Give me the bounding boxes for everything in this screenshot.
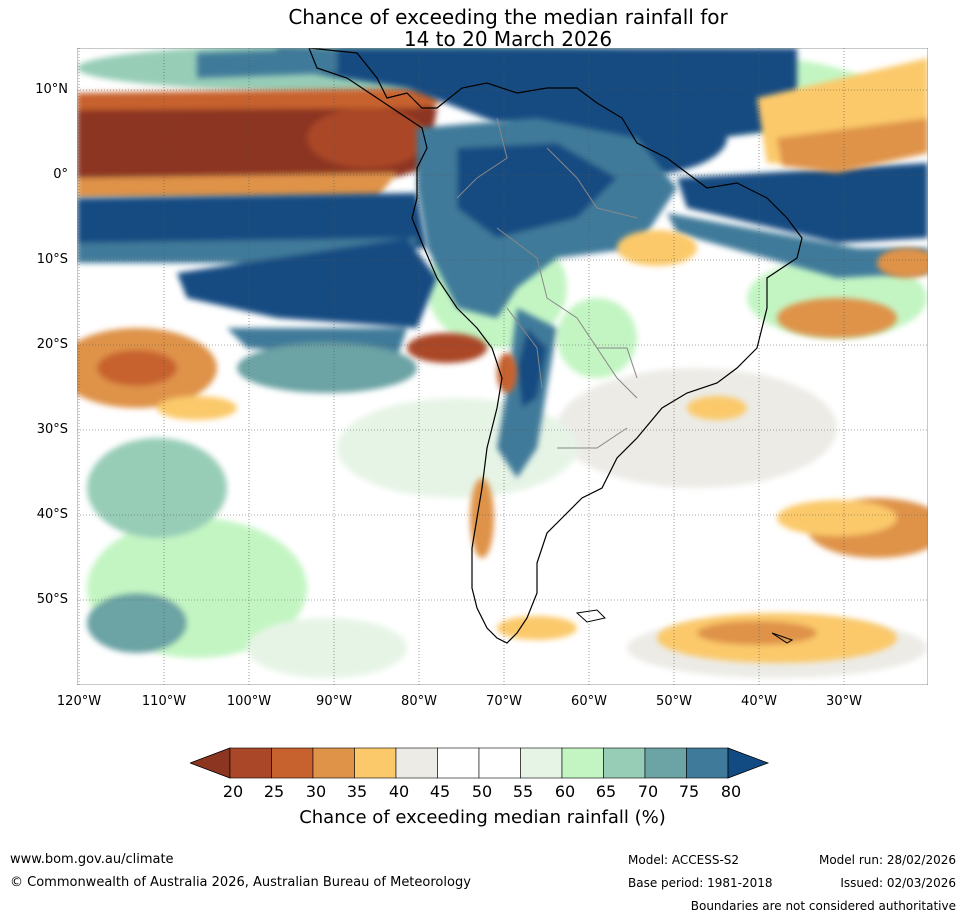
lon-label-100w: 100°W	[226, 694, 272, 709]
lat-label-50s: 50°S	[36, 592, 68, 607]
colorbar-arrow-low	[190, 747, 231, 779]
lon-label-40w: 40°W	[741, 694, 777, 709]
lon-label-70w: 70°W	[486, 694, 522, 709]
colorbar-tick-75: 75	[678, 782, 700, 801]
lon-label-60w: 60°W	[571, 694, 607, 709]
footer-model-run: Model run: 28/02/2026	[818, 853, 956, 867]
colorbar-tick-70: 70	[637, 782, 659, 801]
colorbar-cell	[561, 747, 604, 779]
colorbar-tick-45: 45	[429, 782, 451, 801]
colorbar-cell	[686, 747, 729, 779]
footer-website: www.bom.gov.au/climate	[10, 852, 174, 867]
graticule	[77, 48, 928, 685]
colorbar-arrow-high	[727, 747, 770, 779]
colorbar-cell	[478, 747, 521, 779]
colorbar-tick-55: 55	[512, 782, 534, 801]
lat-label-0: 0°	[53, 167, 68, 182]
colorbar-tick-65: 65	[595, 782, 617, 801]
colorbar-tick-80: 80	[720, 782, 742, 801]
lon-label-80w: 80°W	[401, 694, 437, 709]
lon-label-110w: 110°W	[141, 694, 187, 709]
lat-label-10s: 10°S	[36, 252, 68, 267]
lon-label-120w: 120°W	[56, 694, 102, 709]
colorbar-cell	[229, 747, 272, 779]
footer-base-period: Base period: 1981-2018	[628, 876, 773, 890]
chart-title-line2: 14 to 20 March 2026	[403, 27, 613, 51]
colorbar-cell	[437, 747, 480, 779]
colorbar-cell	[395, 747, 438, 779]
footer-disclaimer: Boundaries are not considered authoritat…	[690, 899, 956, 913]
lat-label-10n: 10°N	[35, 82, 68, 97]
colorbar-tick-20: 20	[222, 782, 244, 801]
colorbar-tick-25: 25	[263, 782, 285, 801]
country-boundaries	[456, 117, 638, 449]
lon-label-30w: 30°W	[826, 694, 862, 709]
footer-issued: Issued: 02/03/2026	[840, 876, 956, 890]
lon-label-90w: 90°W	[316, 694, 352, 709]
lon-label-50w: 50°W	[656, 694, 692, 709]
colorbar-tick-30: 30	[305, 782, 327, 801]
colorbar-tick-50: 50	[471, 782, 493, 801]
colorbar-tick-40: 40	[388, 782, 410, 801]
colorbar-cell	[520, 747, 563, 779]
chart-title-line1: Chance of exceeding the median rainfall …	[288, 5, 728, 29]
colorbar	[190, 747, 770, 779]
south-georgia	[771, 632, 794, 644]
footer-model: Model: ACCESS-S2	[628, 853, 740, 867]
lat-label-40s: 40°S	[36, 507, 68, 522]
colorbar-tick-60: 60	[554, 782, 576, 801]
south-america-coastline	[308, 48, 803, 644]
colorbar-cell	[312, 747, 355, 779]
colorbar-cell	[644, 747, 687, 779]
lat-label-30s: 30°S	[36, 422, 68, 437]
colorbar-tick-35: 35	[346, 782, 368, 801]
falkland-islands	[575, 609, 606, 623]
colorbar-label: Chance of exceeding median rainfall (%)	[299, 807, 666, 828]
colorbar-cell	[603, 747, 646, 779]
lat-label-20s: 20°S	[36, 337, 68, 352]
footer-copyright: © Commonwealth of Australia 2026, Austra…	[10, 875, 471, 890]
probability-field	[77, 48, 928, 685]
colorbar-cell	[271, 747, 314, 779]
rainfall-map	[77, 48, 928, 685]
colorbar-cell	[354, 747, 397, 779]
